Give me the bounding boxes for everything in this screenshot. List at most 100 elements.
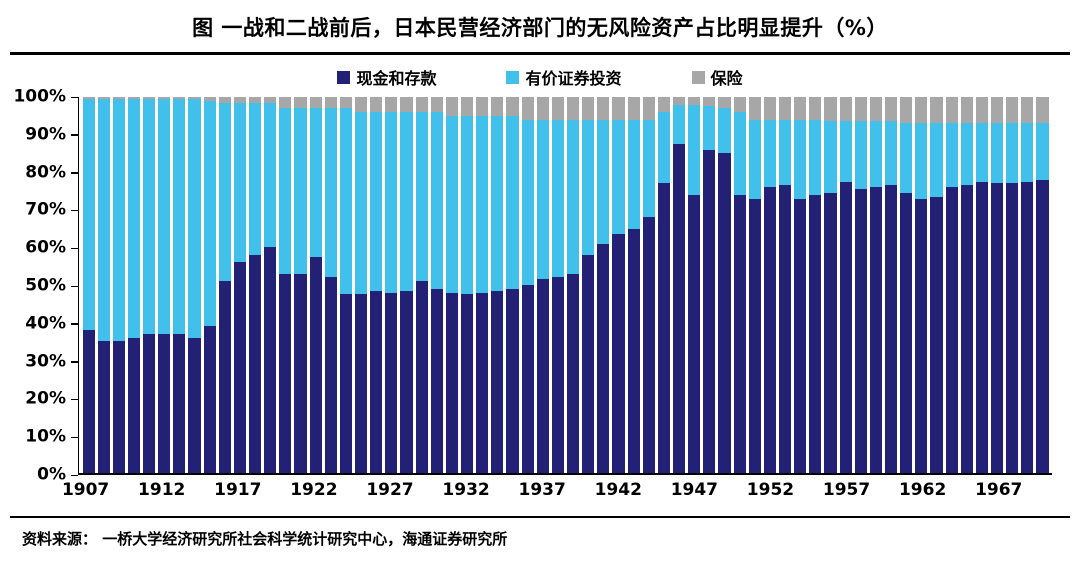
x-tick-label: 1942 [594, 480, 642, 500]
bar-1947 [687, 97, 702, 473]
bar-1943 [626, 97, 641, 473]
chart-title: 图 一战和二战前后，日本民营经济部门的无风险资产占比明显提升（%） [192, 16, 888, 40]
bar-1915 [202, 97, 217, 473]
bar-1930 [429, 97, 444, 473]
bar-1963 [929, 97, 944, 473]
bar-1925 [354, 97, 369, 473]
y-tick-label: 0% [37, 464, 66, 485]
bar-1922 [308, 97, 323, 473]
chart-header: 图 一战和二战前后，日本民营经济部门的无风险资产占比明显提升（%） [10, 4, 1070, 55]
source-note: 资料来源： 一桥大学经济研究所社会科学统计研究中心，海通证券研究所 [10, 516, 1070, 549]
legend-label-insurance: 保险 [710, 69, 743, 88]
bar-1938 [550, 97, 565, 473]
bar-1932 [460, 97, 475, 473]
bar-1924 [338, 97, 353, 473]
legend-swatch-securities [506, 70, 520, 84]
bar-1909 [111, 97, 126, 473]
bar-1961 [899, 97, 914, 473]
bar-1934 [490, 97, 505, 473]
bar-1949 [717, 97, 732, 473]
bar-1907 [81, 97, 96, 473]
bar-1951 [747, 97, 762, 473]
y-tick-mark [71, 285, 78, 287]
y-tick-mark [71, 209, 78, 212]
y-tick-mark [71, 134, 78, 136]
legend-item-cash-deposits: 现金和存款 [337, 65, 436, 89]
legend-swatch-cash-deposits [337, 70, 351, 84]
bar-1969 [1020, 97, 1035, 473]
x-tick-label: 1957 [822, 480, 871, 500]
y-tick-label: 60% [25, 237, 66, 258]
bar-1952 [762, 97, 777, 473]
bar-1955 [808, 97, 823, 473]
bar-1964 [944, 97, 959, 473]
bar-1908 [96, 97, 111, 473]
legend-label-cash-deposits: 现金和存款 [356, 69, 437, 88]
y-tick-label: 90% [25, 124, 66, 145]
y-tick-mark [71, 323, 78, 325]
bar-1935 [505, 97, 520, 473]
legend-item-insurance: 保险 [691, 65, 743, 89]
bar-1939 [566, 97, 581, 473]
bar-1912 [157, 97, 172, 473]
y-tick-mark [71, 247, 78, 250]
bar-1948 [702, 97, 717, 473]
bar-1965 [959, 97, 974, 473]
bar-1941 [596, 97, 611, 473]
chart: 0% 10% 20% 30% 40% 50% 60% 70% 80% 90% 100% [13, 88, 1052, 483]
bar-1962 [914, 97, 929, 473]
x-tick-label: 1922 [290, 480, 338, 500]
y-tick-mark [71, 474, 78, 476]
bar-1970 [1035, 97, 1050, 473]
bar-1946 [671, 97, 686, 473]
bar-1945 [656, 97, 671, 473]
bar-1944 [641, 97, 656, 473]
y-tick-label: 80% [25, 162, 66, 183]
bar-1936 [520, 97, 535, 473]
bar-1926 [369, 97, 384, 473]
bar-1958 [853, 97, 868, 473]
bar-1929 [414, 97, 429, 473]
bar-1957 [838, 97, 853, 473]
y-tick-label: 20% [25, 388, 66, 409]
legend-label-securities: 有价证券投资 [525, 69, 622, 88]
y-tick-label: 70% [25, 199, 66, 220]
y-tick-mark [71, 361, 78, 363]
bar-1953 [777, 97, 792, 473]
bar-1954 [793, 97, 808, 473]
x-axis-labels: 1907 1912 1917 1922 1927 1932 1937 1942 1947 1952… [62, 480, 1052, 504]
bar-1968 [1005, 97, 1020, 473]
bar-1914 [187, 97, 202, 473]
bar-1950 [732, 97, 747, 473]
bar-1933 [475, 97, 490, 473]
bar-1910 [126, 97, 141, 473]
x-tick-label: 1947 [670, 480, 719, 500]
bar-1940 [581, 97, 596, 473]
y-tick-mark [71, 436, 78, 439]
bar-1966 [974, 97, 989, 473]
bar-1913 [172, 97, 187, 473]
y-tick-label: 100% [13, 86, 66, 107]
bar-1960 [883, 97, 898, 473]
y-tick-mark [71, 96, 78, 98]
x-tick-label: 1967 [975, 480, 1023, 500]
bar-1959 [868, 97, 883, 473]
bar-1937 [535, 97, 550, 473]
x-tick-label: 1917 [214, 480, 262, 500]
bar-1919 [263, 97, 278, 473]
x-tick-label: 1952 [746, 480, 795, 500]
bar-1923 [323, 97, 338, 473]
x-tick-label: 1932 [442, 480, 490, 500]
bar-1967 [989, 97, 1004, 473]
bar-1921 [293, 97, 308, 473]
y-tick-label: 10% [25, 426, 66, 447]
bar-1920 [278, 97, 293, 473]
y-tick-label: 30% [25, 351, 66, 372]
bar-1918 [248, 97, 263, 473]
y-tick-label: 40% [25, 313, 66, 334]
bar-1917 [232, 97, 247, 473]
bar-1942 [611, 97, 626, 473]
bar-1911 [142, 97, 157, 473]
bar-1927 [384, 97, 399, 473]
x-tick-label: 1962 [898, 480, 947, 500]
